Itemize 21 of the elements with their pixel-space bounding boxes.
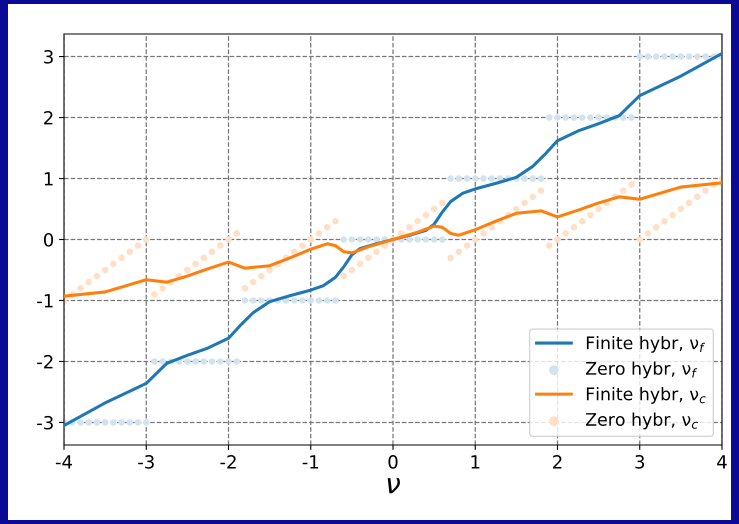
x-tick-label: -2 (220, 455, 236, 468)
y-tick-label: -1 (37, 294, 53, 308)
x-tick-label: -4 (56, 455, 72, 468)
x-tick-label: 3 (635, 455, 644, 469)
legend-label: Zero hybr, ν$_{f}$ (586, 361, 698, 378)
y-tick-label: -2 (37, 354, 52, 368)
x-tick-label: 0 (388, 455, 398, 469)
x-tick-label: 1 (471, 455, 480, 468)
y-tick-label: 1 (44, 172, 53, 186)
x-tick-label: 2 (553, 455, 562, 468)
x-tick-label: 4 (717, 455, 727, 468)
legend-label: Finite hybr, ν$_{c}$ (586, 387, 706, 404)
x-tick-label: -3 (138, 455, 154, 469)
x-tick-label: -1 (302, 455, 318, 468)
legend-label: Finite hybr, ν$_{f}$ (586, 336, 705, 353)
y-tick-label: 0 (44, 232, 54, 247)
legend-label: Zero hybr, ν$_{c}$ (586, 412, 698, 430)
y-tick-label: 3 (44, 50, 53, 64)
x-axis-title: ν (388, 478, 400, 494)
y-tick-label: -3 (37, 416, 53, 430)
y-tick-label: 2 (44, 111, 52, 124)
